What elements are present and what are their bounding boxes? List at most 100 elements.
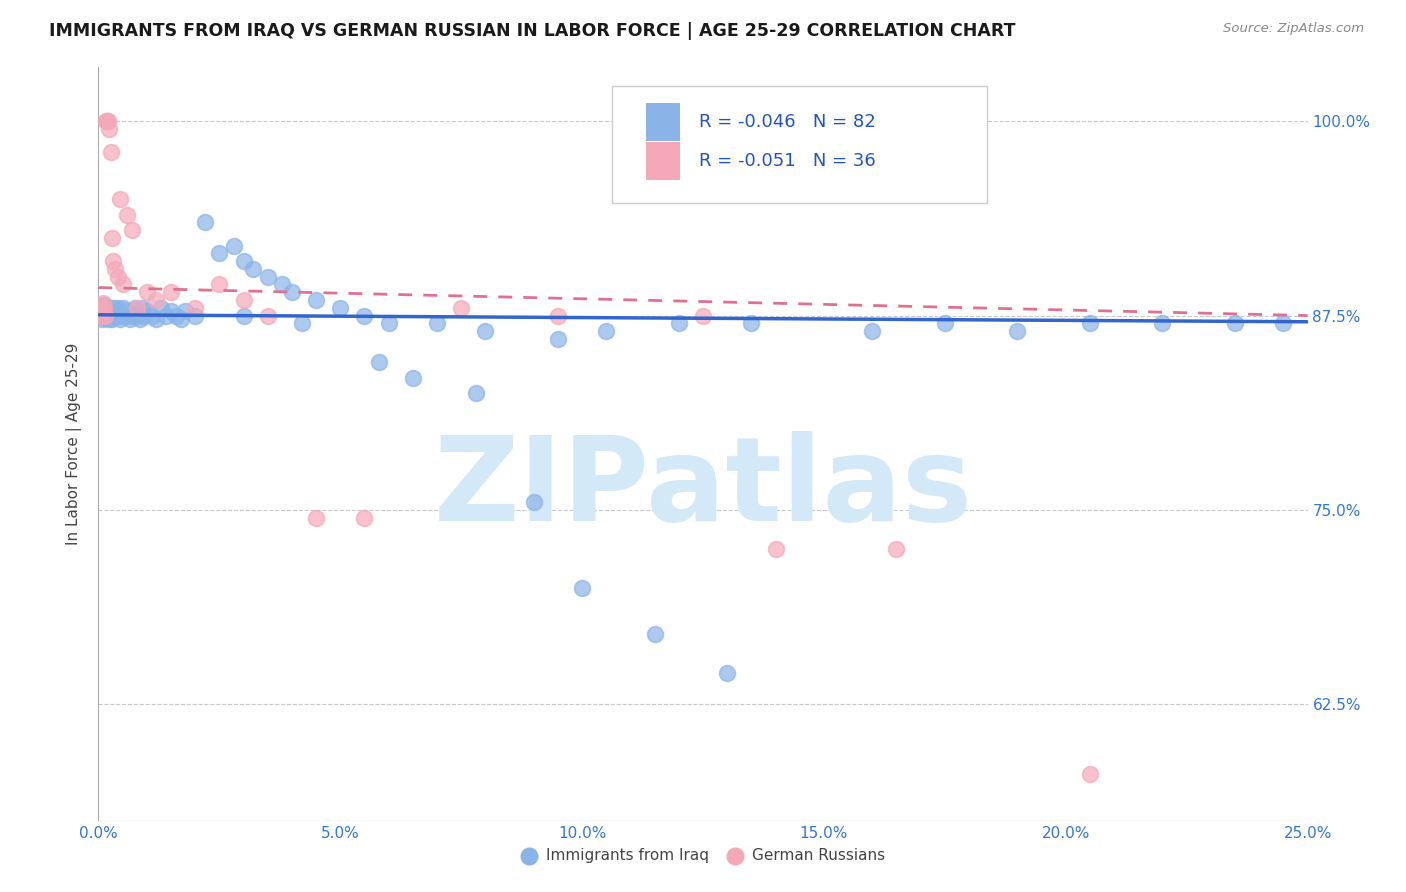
- Point: [232, 309, 254, 323]
- Point: [305, 510, 328, 524]
- Point: [101, 231, 124, 245]
- Point: [281, 285, 304, 300]
- Point: [97, 304, 120, 318]
- Point: [765, 541, 787, 556]
- Point: [91, 304, 114, 318]
- Point: [98, 309, 121, 323]
- Point: [740, 316, 762, 330]
- Point: [474, 324, 496, 338]
- FancyBboxPatch shape: [647, 103, 681, 141]
- Text: Source: ZipAtlas.com: Source: ZipAtlas.com: [1223, 22, 1364, 36]
- Point: [91, 301, 114, 315]
- Point: [1078, 316, 1101, 330]
- Point: [184, 309, 207, 323]
- Point: [208, 246, 231, 260]
- Point: [94, 114, 117, 128]
- Point: [96, 114, 118, 128]
- Point: [96, 114, 118, 128]
- Point: [94, 304, 117, 318]
- Point: [96, 309, 118, 323]
- Point: [127, 309, 149, 323]
- Point: [547, 309, 569, 323]
- Point: [464, 386, 486, 401]
- Point: [124, 301, 146, 315]
- Point: [934, 316, 956, 330]
- Point: [1078, 767, 1101, 781]
- Point: [353, 510, 375, 524]
- Point: [208, 277, 231, 292]
- Point: [1152, 316, 1174, 330]
- Point: [716, 665, 738, 680]
- Point: [169, 311, 191, 326]
- Point: [107, 269, 129, 284]
- Point: [97, 311, 120, 326]
- Point: [105, 309, 128, 323]
- Point: [90, 311, 112, 326]
- Text: IMMIGRANTS FROM IRAQ VS GERMAN RUSSIAN IN LABOR FORCE | AGE 25-29 CORRELATION CH: IMMIGRANTS FROM IRAQ VS GERMAN RUSSIAN I…: [49, 22, 1015, 40]
- Point: [135, 304, 157, 318]
- Point: [523, 495, 546, 509]
- Point: [134, 309, 156, 323]
- Point: [256, 269, 278, 284]
- Point: [93, 309, 115, 323]
- Point: [242, 261, 264, 276]
- Point: [93, 298, 115, 312]
- Point: [353, 309, 375, 323]
- Point: [108, 192, 131, 206]
- Point: [160, 304, 183, 318]
- Point: [101, 254, 124, 268]
- Point: [111, 277, 134, 292]
- Point: [98, 301, 121, 315]
- Point: [90, 309, 112, 323]
- Point: [595, 324, 617, 338]
- Text: R = -0.046   N = 82: R = -0.046 N = 82: [699, 113, 876, 131]
- Point: [93, 309, 115, 323]
- Point: [104, 261, 127, 276]
- FancyBboxPatch shape: [647, 142, 681, 180]
- Point: [145, 293, 167, 307]
- Point: [232, 293, 254, 307]
- Point: [644, 627, 666, 641]
- Point: [184, 301, 207, 315]
- Point: [150, 301, 173, 315]
- Point: [100, 301, 122, 315]
- Point: [368, 355, 391, 369]
- Point: [93, 301, 115, 315]
- Point: [194, 215, 217, 229]
- Point: [111, 301, 134, 315]
- Point: [305, 293, 328, 307]
- Point: [571, 581, 593, 595]
- Point: [547, 332, 569, 346]
- Point: [103, 309, 125, 323]
- Point: [1272, 316, 1295, 330]
- Point: [426, 316, 449, 330]
- Point: [107, 301, 129, 315]
- Point: [101, 311, 124, 326]
- Point: [886, 541, 908, 556]
- Point: [98, 309, 121, 323]
- Point: [91, 304, 114, 318]
- Point: [450, 301, 472, 315]
- Point: [160, 285, 183, 300]
- Text: R = -0.051   N = 36: R = -0.051 N = 36: [699, 153, 876, 170]
- Point: [1223, 316, 1246, 330]
- Point: [90, 301, 112, 315]
- Point: [121, 309, 143, 323]
- Point: [98, 122, 121, 136]
- Text: ZIPatlas: ZIPatlas: [433, 432, 973, 547]
- Point: [114, 309, 136, 323]
- Point: [117, 208, 139, 222]
- Point: [107, 309, 129, 323]
- Y-axis label: In Labor Force | Age 25-29: In Labor Force | Age 25-29: [66, 343, 83, 545]
- Point: [256, 309, 278, 323]
- Point: [860, 324, 883, 338]
- Point: [222, 238, 245, 252]
- Point: [93, 301, 115, 315]
- Point: [108, 311, 131, 326]
- Point: [329, 301, 352, 315]
- Point: [100, 145, 122, 160]
- Point: [145, 311, 167, 326]
- Point: [141, 309, 163, 323]
- Point: [692, 309, 714, 323]
- Point: [402, 370, 425, 384]
